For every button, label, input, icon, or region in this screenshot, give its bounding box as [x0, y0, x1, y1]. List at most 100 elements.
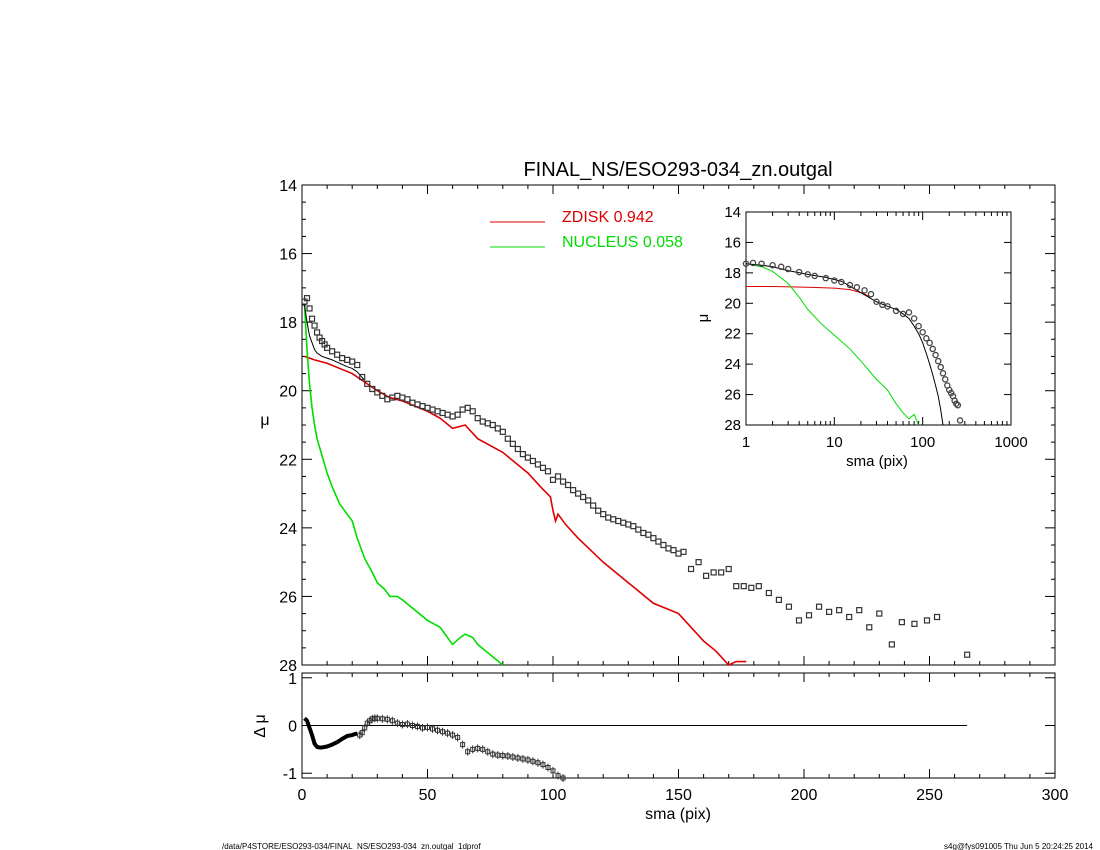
main-data-point: [640, 529, 647, 537]
residual-data-point: [555, 773, 561, 779]
inset-data-point: [749, 259, 757, 267]
inset-panel: 1 10 100 1000 sma (pix) 14 16 18 20 22 24 26 28 μ: [695, 204, 1028, 470]
main-data-point: [434, 408, 441, 415]
main-data-point: [585, 497, 592, 504]
residual-data-point: [520, 756, 526, 762]
main-data-point: [765, 589, 772, 597]
main-data-point: [549, 476, 557, 483]
main-data-point: [670, 547, 677, 554]
inset-x-tick-label: 1000: [994, 434, 1027, 451]
main-data-point: [718, 569, 725, 576]
main-data-point: [610, 516, 617, 523]
residual-data-point: [409, 723, 415, 728]
main-data-point: [888, 641, 895, 648]
main-data-point: [710, 569, 717, 576]
main-data-point: [534, 461, 542, 468]
x-tick-label: 300: [1042, 787, 1069, 804]
inset-data-point: [769, 261, 776, 269]
inset-data-point: [899, 310, 907, 318]
inset-data-point: [905, 309, 913, 316]
main-data-point: [846, 613, 853, 621]
residual-data-point: [399, 722, 405, 728]
main-data-point: [964, 651, 971, 658]
residual-data-point: [495, 752, 501, 758]
residual-data-point: [379, 716, 385, 722]
residual-y-tick-label: 0: [288, 719, 297, 736]
inset-y-tick-label: 22: [724, 326, 741, 343]
main-data-point: [474, 415, 481, 422]
inset-data-point: [923, 335, 930, 342]
main-data-point: [349, 358, 356, 365]
inset-y-tick-label: 26: [724, 387, 741, 404]
main-data-point: [369, 385, 376, 393]
main-y-tick-label: 22: [279, 452, 297, 469]
residual-data-point: [530, 758, 536, 764]
inset-data-point: [777, 263, 785, 271]
main-data-point: [334, 351, 341, 358]
residual-data-point: [389, 718, 395, 724]
legend-series-value: 0.058: [638, 234, 683, 251]
main-data-point: [364, 380, 371, 387]
main-y-axis-label: μ: [260, 412, 269, 429]
main-data-point: [785, 603, 793, 610]
main-data-point: [306, 305, 313, 312]
residual-data-point: [485, 749, 491, 755]
inset-data-point: [867, 290, 875, 298]
main-panel: FINAL_NS/ESO293-034_zn.outgal μ 14 16 18 20 22…: [260, 159, 1056, 675]
inset-y-tick-label: 28: [724, 417, 741, 434]
main-data-point: [630, 523, 637, 530]
main-data-point: [620, 519, 627, 526]
main-data-point: [459, 406, 466, 413]
x-tick-label: 50: [419, 787, 437, 804]
inset-plot-frame: [745, 211, 1012, 426]
inset-data-point: [804, 271, 811, 278]
main-data-point: [564, 481, 572, 489]
main-data-point: [755, 583, 762, 590]
main-data-point: [911, 620, 918, 627]
main-data-point: [733, 583, 740, 590]
main-data-point: [499, 428, 506, 435]
main-data-point: [600, 511, 607, 518]
residual-data-point: [545, 765, 551, 770]
main-data-point: [574, 490, 582, 497]
main-data-point: [650, 535, 657, 542]
main-data-point: [424, 404, 431, 411]
main-data-point: [529, 457, 537, 465]
main-data-point: [825, 608, 833, 615]
residual-data-point: [500, 753, 506, 759]
main-data-point: [484, 420, 491, 427]
x-tick-label: 0: [298, 787, 307, 804]
residual-data-point: [475, 745, 481, 751]
main-data-point: [805, 612, 813, 619]
inset-data-point: [934, 357, 942, 365]
main-data-point: [313, 329, 321, 336]
inset-data-point: [954, 401, 962, 409]
inset-data-point: [846, 281, 854, 289]
residual-data-point: [470, 746, 476, 752]
chart-title: FINAL_NS/ESO293-034_zn.outgal: [523, 159, 832, 181]
main-data-point: [580, 493, 587, 501]
inset-data-point: [838, 278, 845, 286]
residual-data-point: [362, 725, 368, 731]
footer: /data/P4STORE/ESO293-034/FINAL_NS/ESO293…: [222, 842, 1094, 850]
x-tick-label: 100: [540, 787, 567, 804]
main-y-tick-label: 24: [279, 521, 297, 538]
main-data-point: [740, 583, 747, 590]
residual-y-tick-label: 1: [288, 671, 297, 688]
main-data-point: [469, 408, 476, 415]
main-data-point: [795, 617, 803, 624]
main-data-point: [559, 478, 567, 485]
residual-data-point: [455, 734, 461, 740]
legend-series-value: 0.942: [609, 209, 654, 226]
inset-data-point: [892, 307, 900, 315]
residual-data-point: [525, 757, 531, 763]
main-y-tick-label: 14: [279, 178, 297, 195]
main-data-point: [775, 596, 783, 603]
residual-data-point: [480, 746, 486, 752]
main-data-point: [519, 451, 526, 458]
main-data-point: [374, 389, 381, 396]
inset-data-point: [853, 284, 861, 291]
inset-series-line-nucleus: [745, 263, 920, 426]
inset-data-point: [831, 277, 838, 284]
main-data-point: [464, 404, 471, 411]
